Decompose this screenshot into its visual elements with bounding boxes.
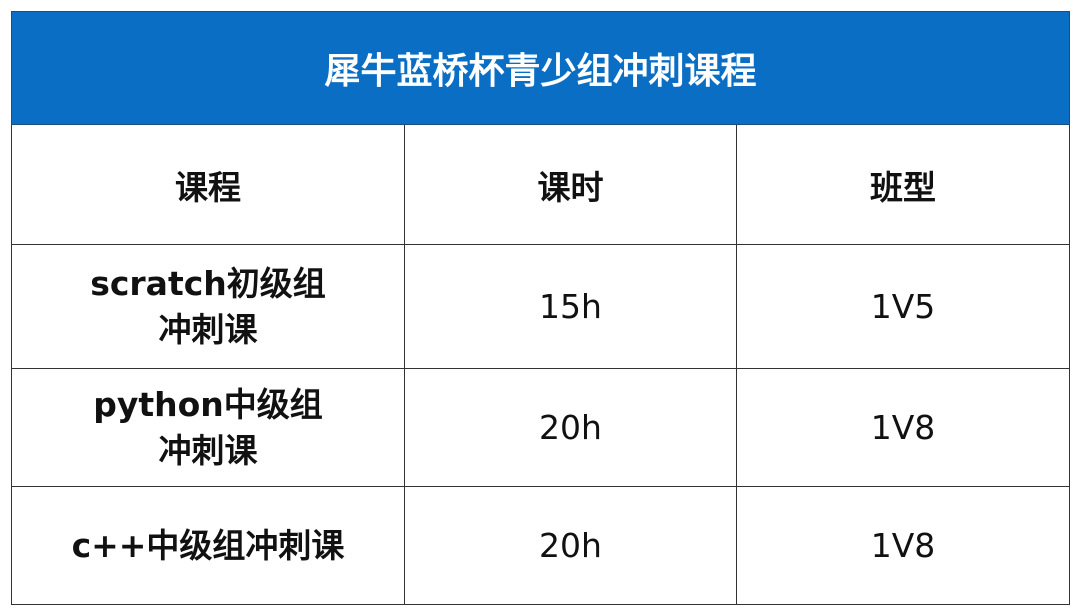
course-table: 犀牛蓝桥杯青少组冲刺课程 课程 课时 班型 scratch初级组 冲刺课 15h … (10, 11, 1071, 605)
class-type-cell: 1V8 (735, 486, 1071, 605)
hours-cell: 20h (404, 486, 737, 605)
class-type-cell: 1V8 (735, 368, 1071, 487)
table-row: c++中级组冲刺课 20h 1V8 (11, 486, 1071, 605)
header-row: 课程 课时 班型 (11, 124, 1071, 245)
hours-cell: 15h (404, 244, 737, 369)
table-row: python中级组 冲刺课 20h 1V8 (11, 368, 1071, 487)
title-row: 犀牛蓝桥杯青少组冲刺课程 (10, 11, 1071, 125)
column-header-course: 课程 (11, 124, 405, 245)
course-name-line: 冲刺课 (158, 309, 258, 349)
course-name-line: python中级组 (93, 384, 323, 424)
hours-cell: 20h (404, 368, 737, 487)
class-type-cell: 1V5 (735, 244, 1071, 369)
course-cell: c++中级组冲刺课 (11, 486, 405, 605)
course-cell: python中级组 冲刺课 (11, 368, 405, 487)
course-cell: scratch初级组 冲刺课 (11, 244, 405, 369)
column-header-hours: 课时 (404, 124, 737, 245)
column-header-class-type: 班型 (735, 124, 1071, 245)
course-name-line: scratch初级组 (90, 263, 326, 303)
course-name-line: 冲刺课 (158, 430, 258, 470)
table-row: scratch初级组 冲刺课 15h 1V5 (11, 244, 1071, 369)
table-title: 犀牛蓝桥杯青少组冲刺课程 (10, 11, 1071, 125)
